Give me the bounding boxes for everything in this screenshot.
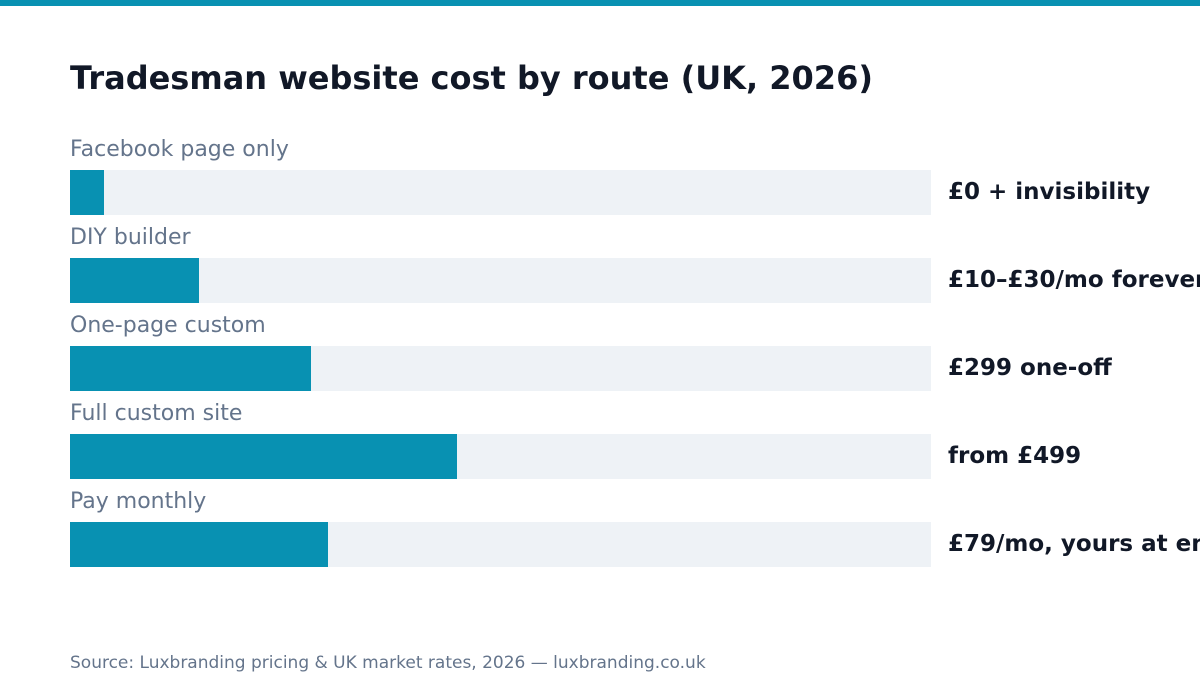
value-label: from £499 xyxy=(948,443,1082,469)
value-label: £79/mo, yours at end xyxy=(948,531,1200,557)
bar xyxy=(70,346,311,391)
category-label: DIY builder xyxy=(70,225,191,250)
value-label: £0 + invisibility xyxy=(948,179,1151,205)
value-label: £299 one-off xyxy=(948,355,1112,381)
chart-title: Tradesman website cost by route (UK, 202… xyxy=(70,59,873,97)
bar xyxy=(70,170,104,215)
bar xyxy=(70,522,328,567)
category-label: One-page custom xyxy=(70,313,266,338)
bar-track xyxy=(70,346,931,391)
bar-track xyxy=(70,522,931,567)
value-label: £10–£30/mo forever xyxy=(948,267,1200,293)
bar-track xyxy=(70,170,931,215)
bar xyxy=(70,434,457,479)
bar xyxy=(70,258,199,303)
category-label: Full custom site xyxy=(70,401,243,426)
bar-track xyxy=(70,258,931,303)
category-label: Facebook page only xyxy=(70,137,289,162)
bar-track xyxy=(70,434,931,479)
top-accent-bar xyxy=(0,0,1200,6)
source-note: Source: Luxbranding pricing & UK market … xyxy=(70,653,706,673)
category-label: Pay monthly xyxy=(70,489,207,514)
